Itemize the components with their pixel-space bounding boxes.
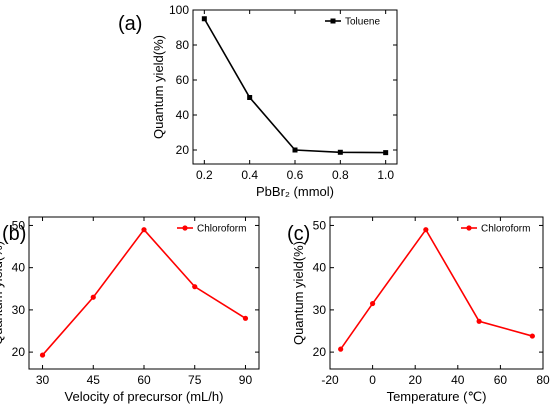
data-point [247, 95, 253, 100]
data-point [141, 227, 147, 233]
data-point [423, 227, 429, 233]
x-tick-label: 80 [536, 373, 550, 387]
panel-label: (c) [287, 223, 310, 245]
y-tick-label: 50 [12, 218, 26, 232]
y-axis-label: Quantum yield(%) [291, 241, 306, 345]
data-point [338, 346, 344, 352]
panel-a: (a) 0.2 0.4 0.6 0.8 1.0 20 40 60 80 100 PbBr₂ (mmol… [118, 3, 398, 199]
legend-label: Toluene [345, 17, 380, 28]
series-line [203, 18, 386, 154]
panel-c: (c) -20 0 20 40 60 80 20 30 40 50 Temperature (℃) Qu… [287, 216, 550, 404]
x-axis-label: PbBr₂ (mmol) [256, 184, 334, 199]
data-point [529, 333, 535, 339]
x-tick-label: 0.2 [196, 168, 213, 182]
plot-frame [329, 216, 544, 370]
x-tick-label: 30 [36, 373, 50, 387]
series-line [41, 228, 246, 356]
data-point [242, 315, 249, 321]
x-tick-label: 20 [409, 373, 423, 387]
y-tick-label: 80 [176, 38, 190, 52]
legend-marker [182, 225, 188, 231]
panel-label: (a) [118, 13, 142, 35]
data-point [476, 318, 482, 324]
y-axis-label: Quantum yield(%) [0, 241, 5, 345]
x-tick-label: 0.8 [332, 168, 349, 182]
y-tick-label: 40 [12, 261, 26, 275]
data-point [39, 352, 46, 358]
plot-frame [192, 9, 398, 165]
panel-b: (b) 30 45 60 75 90 20 30 40 50 Velocity of precurs… [0, 216, 260, 404]
y-tick-label: 30 [313, 303, 327, 317]
y-tick-label: 40 [176, 108, 190, 122]
x-axis-label: Velocity of precursor (mL/h) [65, 389, 224, 404]
legend-label: Chloroform [481, 224, 530, 235]
y-tick-label: 20 [12, 345, 26, 359]
y-tick-label: 40 [313, 261, 327, 275]
legend-marker [330, 18, 336, 24]
y-tick-label: 100 [169, 3, 189, 17]
data-point [370, 300, 376, 307]
y-tick-label: 20 [313, 345, 327, 359]
data-point [337, 149, 343, 155]
x-tick-label: 45 [87, 373, 101, 387]
x-tick-label: 60 [494, 373, 508, 387]
y-axis-label: Quantum yield(%) [151, 35, 166, 139]
x-tick-label: 0.6 [287, 168, 304, 182]
series-line [339, 228, 533, 350]
x-tick-label: 75 [188, 373, 202, 387]
x-tick-label: 40 [451, 373, 465, 387]
data-point [383, 150, 389, 156]
data-point [192, 284, 198, 290]
x-tick-label: -20 [321, 373, 339, 387]
x-tick-label: 0.4 [241, 168, 258, 182]
x-tick-label: 0 [369, 373, 376, 387]
panel-label: (b) [2, 223, 26, 245]
y-tick-label: 30 [12, 303, 26, 317]
y-tick-label: 50 [313, 218, 327, 232]
legend-label: Chloroform [197, 224, 246, 235]
plot-frame [28, 216, 260, 370]
y-tick-label: 60 [176, 73, 190, 87]
legend-marker [466, 225, 472, 231]
x-tick-label: 1.0 [377, 168, 394, 182]
x-axis-label: Temperature (℃) [387, 389, 487, 404]
data-point [201, 16, 207, 22]
y-tick-label: 20 [176, 143, 190, 157]
x-tick-label: 90 [239, 373, 253, 387]
data-point [292, 147, 298, 153]
data-point [90, 294, 96, 300]
x-tick-label: 60 [137, 373, 151, 387]
